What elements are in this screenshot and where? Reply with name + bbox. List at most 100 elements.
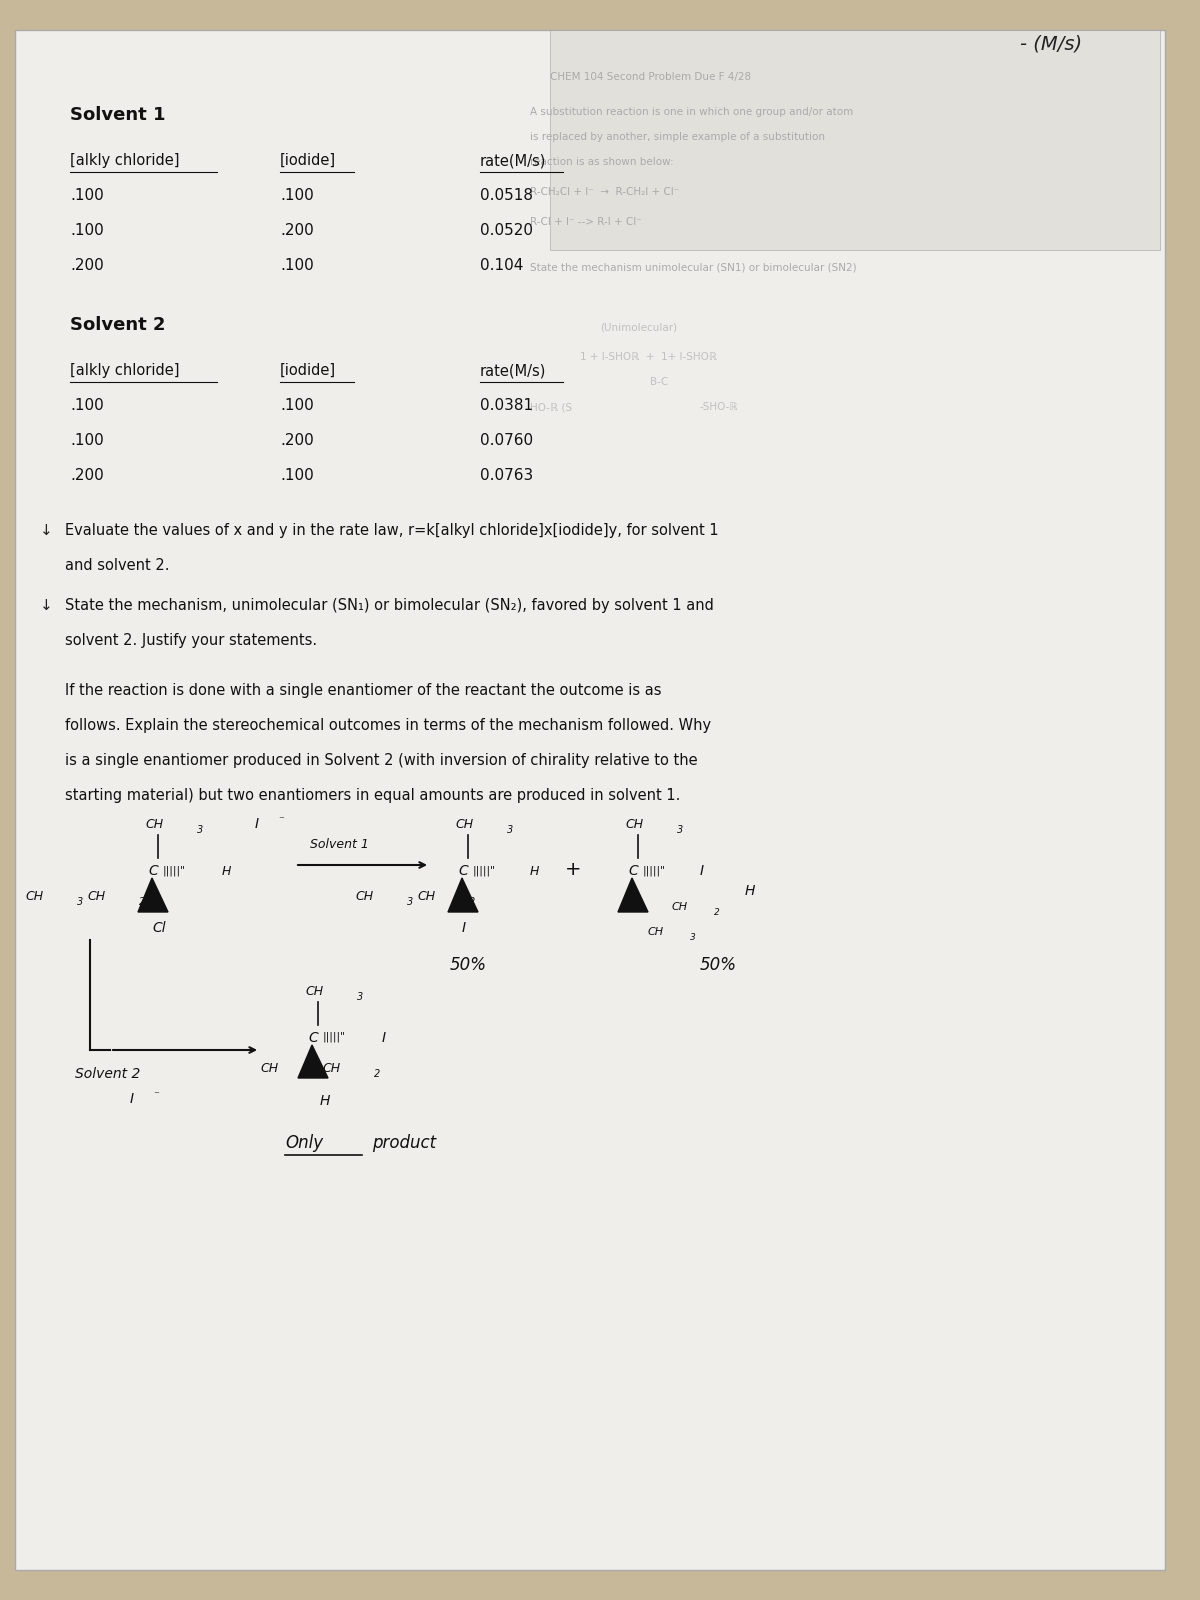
Text: 3: 3 xyxy=(508,826,514,835)
Text: CH: CH xyxy=(25,890,43,902)
Text: HO-ℝ (S: HO-ℝ (S xyxy=(530,402,572,411)
Text: C: C xyxy=(148,864,157,878)
Text: CH: CH xyxy=(145,818,163,830)
Text: - (M/s): - (M/s) xyxy=(1020,35,1082,54)
Text: I: I xyxy=(700,864,704,878)
Text: Solvent 1: Solvent 1 xyxy=(310,838,368,851)
Polygon shape xyxy=(138,878,168,912)
Text: |||||": |||||" xyxy=(473,866,496,875)
Text: A substitution reaction is one in which one group and/or atom: A substitution reaction is one in which … xyxy=(530,107,853,117)
Text: 0.0760: 0.0760 xyxy=(480,434,533,448)
Text: rate(M/s): rate(M/s) xyxy=(480,363,546,378)
Text: ↓: ↓ xyxy=(40,523,53,538)
Text: 50%: 50% xyxy=(450,955,487,974)
FancyBboxPatch shape xyxy=(550,30,1160,250)
Text: 0.0763: 0.0763 xyxy=(480,467,533,483)
Text: CH: CH xyxy=(648,926,664,938)
Text: |||||": |||||" xyxy=(323,1032,346,1043)
Text: I: I xyxy=(382,1030,386,1045)
Text: ⁻: ⁻ xyxy=(154,1090,158,1101)
Text: .200: .200 xyxy=(70,467,103,483)
Text: [iodide]: [iodide] xyxy=(280,363,336,378)
Text: .200: .200 xyxy=(70,258,103,274)
Text: 3: 3 xyxy=(312,1069,318,1078)
Text: .100: .100 xyxy=(280,467,313,483)
Text: Solvent 2: Solvent 2 xyxy=(74,1067,140,1082)
Text: .100: .100 xyxy=(70,222,103,238)
Text: Solvent 2: Solvent 2 xyxy=(70,317,166,334)
Text: H: H xyxy=(530,866,539,878)
Text: rate(M/s): rate(M/s) xyxy=(480,154,546,168)
Text: 3: 3 xyxy=(197,826,203,835)
Text: R-CH₂Cl + I⁻  →  R-CH₂I + Cl⁻: R-CH₂Cl + I⁻ → R-CH₂I + Cl⁻ xyxy=(530,187,679,197)
Text: 50%: 50% xyxy=(700,955,737,974)
Text: solvent 2. Justify your statements.: solvent 2. Justify your statements. xyxy=(65,634,317,648)
Text: Only: Only xyxy=(286,1134,323,1152)
Polygon shape xyxy=(448,878,478,912)
Text: (Unimolecular): (Unimolecular) xyxy=(600,322,677,333)
Text: 3: 3 xyxy=(690,933,696,942)
Text: I: I xyxy=(130,1091,134,1106)
Text: C: C xyxy=(628,864,637,878)
Text: If the reaction is done with a single enantiomer of the reactant the outcome is : If the reaction is done with a single en… xyxy=(65,683,661,698)
Text: I: I xyxy=(462,922,466,934)
Text: 0.0518: 0.0518 xyxy=(480,187,533,203)
Text: .200: .200 xyxy=(280,434,313,448)
Text: C: C xyxy=(458,864,468,878)
Text: starting material) but two enantiomers in equal amounts are produced in solvent : starting material) but two enantiomers i… xyxy=(65,787,680,803)
Text: Evaluate the values of x and y in the rate law, r=k[alkyl chloride]x[iodide]y, f: Evaluate the values of x and y in the ra… xyxy=(65,523,719,538)
Polygon shape xyxy=(298,1045,328,1078)
Text: .100: .100 xyxy=(70,434,103,448)
Text: [alkly chloride]: [alkly chloride] xyxy=(70,154,180,168)
Text: CH: CH xyxy=(322,1062,340,1075)
Polygon shape xyxy=(618,878,648,912)
Text: 2: 2 xyxy=(469,898,475,907)
Text: H: H xyxy=(745,883,755,898)
Text: -SHO-ℝ: -SHO-ℝ xyxy=(700,402,739,411)
Text: R-Cl + I⁻ --> R-I + Cl⁻: R-Cl + I⁻ --> R-I + Cl⁻ xyxy=(530,218,642,227)
Text: B-C: B-C xyxy=(650,378,668,387)
Text: product: product xyxy=(372,1134,436,1152)
Text: CH: CH xyxy=(455,818,473,830)
Text: CH: CH xyxy=(418,890,436,902)
Text: [alkly chloride]: [alkly chloride] xyxy=(70,363,180,378)
Text: CH: CH xyxy=(355,890,373,902)
Text: CH: CH xyxy=(88,890,106,902)
Text: 3: 3 xyxy=(407,898,413,907)
Text: is a single enantiomer produced in Solvent 2 (with inversion of chirality relati: is a single enantiomer produced in Solve… xyxy=(65,754,697,768)
Text: 3: 3 xyxy=(77,898,83,907)
Text: ↓: ↓ xyxy=(40,598,53,613)
Text: .100: .100 xyxy=(70,398,103,413)
Text: .100: .100 xyxy=(280,258,313,274)
Text: |||||": |||||" xyxy=(163,866,186,875)
Text: 1 + I-SHOℝ  +  1+ I-SHOℝ: 1 + I-SHOℝ + 1+ I-SHOℝ xyxy=(580,352,718,362)
Text: .200: .200 xyxy=(280,222,313,238)
Text: CH: CH xyxy=(305,986,323,998)
Text: .100: .100 xyxy=(280,187,313,203)
Text: +: + xyxy=(565,861,582,878)
Text: |||||": |||||" xyxy=(643,866,666,875)
Text: ⁻: ⁻ xyxy=(278,814,284,826)
Text: 0.104: 0.104 xyxy=(480,258,523,274)
Text: .100: .100 xyxy=(70,187,103,203)
Text: reaction is as shown below:: reaction is as shown below: xyxy=(530,157,673,166)
Text: CH: CH xyxy=(672,902,688,912)
Text: 2: 2 xyxy=(139,898,145,907)
Text: 3: 3 xyxy=(358,992,364,1002)
Text: [iodide]: [iodide] xyxy=(280,154,336,168)
Text: CH: CH xyxy=(625,818,643,830)
Text: CHEM 104 Second Problem Due F 4/28: CHEM 104 Second Problem Due F 4/28 xyxy=(550,72,751,82)
Text: Cl: Cl xyxy=(152,922,166,934)
Text: H: H xyxy=(222,866,232,878)
Text: C: C xyxy=(308,1030,318,1045)
Text: 3: 3 xyxy=(677,826,683,835)
Text: 0.0520: 0.0520 xyxy=(480,222,533,238)
Text: and solvent 2.: and solvent 2. xyxy=(65,558,169,573)
Text: Solvent 1: Solvent 1 xyxy=(70,106,166,125)
Text: CH: CH xyxy=(260,1062,278,1075)
FancyBboxPatch shape xyxy=(14,30,1165,1570)
Text: 0.0381: 0.0381 xyxy=(480,398,533,413)
Text: H: H xyxy=(320,1094,330,1107)
Text: is replaced by another, simple example of a substitution: is replaced by another, simple example o… xyxy=(530,133,826,142)
Text: State the mechanism unimolecular (SN1) or bimolecular (SN2): State the mechanism unimolecular (SN1) o… xyxy=(530,262,857,272)
